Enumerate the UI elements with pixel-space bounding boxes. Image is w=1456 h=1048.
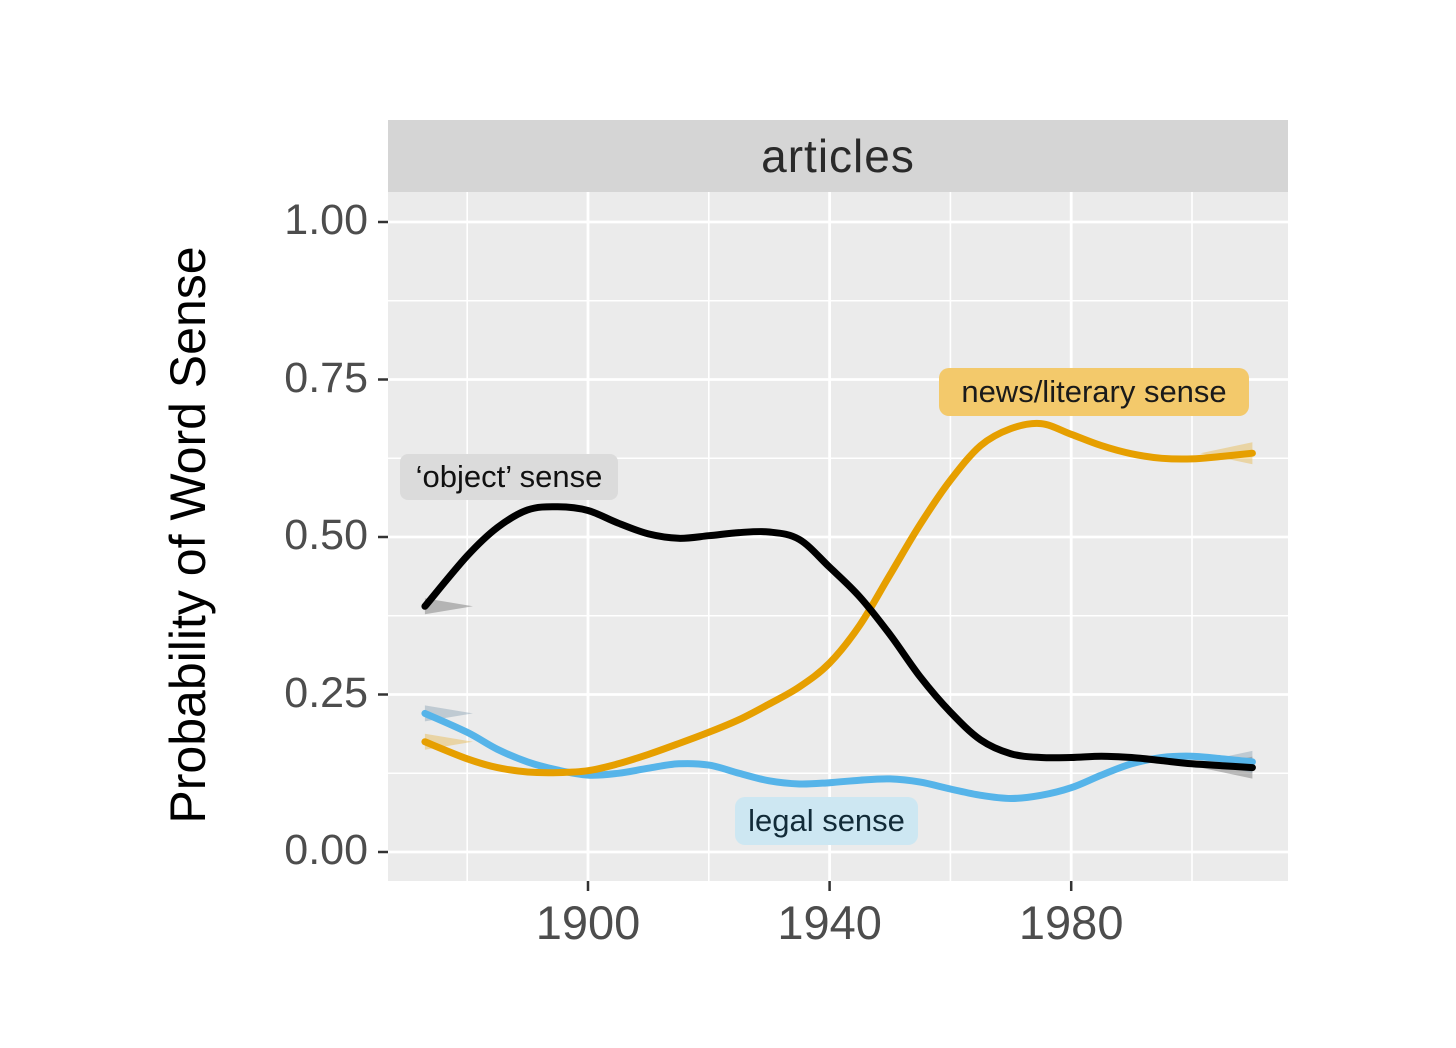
annotation-legal-sense: legal sense [735,797,918,845]
annotation-news-literary-sense: news/literary sense [939,368,1249,416]
series-line-news [421,419,1256,777]
series-line-object [421,503,1256,772]
x-tick-label: 1900 [535,896,641,949]
ribbon-start-object [424,598,473,615]
y-axis-title: Probability of Word Sense [160,246,216,824]
y-tick-label: 0.50 [284,511,368,559]
facet-strip: articles [388,120,1288,192]
x-tick-label: 1940 [777,896,882,949]
y-tick-label: 0.75 [284,353,368,402]
x-tick-label: 1980 [1018,896,1124,949]
y-tick-label: 0.00 [284,826,368,874]
y-tick-label: 0.25 [284,668,368,717]
facet-title: articles [761,130,915,182]
y-tick-label: 1.00 [284,196,368,244]
annotation-object-sense: ‘object’ sense [400,454,618,500]
